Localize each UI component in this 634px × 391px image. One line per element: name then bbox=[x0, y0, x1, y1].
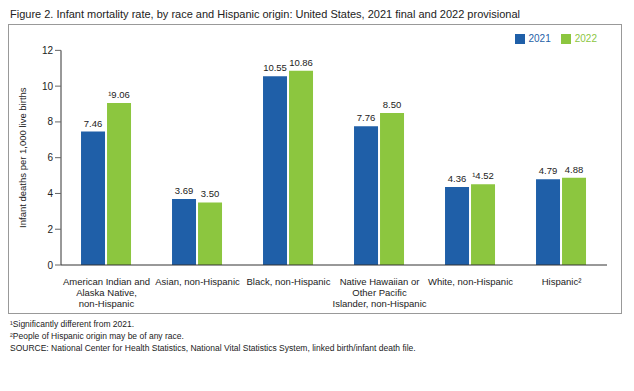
html-text:2022: 2022 bbox=[574, 33, 597, 44]
html-text:²People of Hispanic origin may: ²People of Hispanic origin may be of any… bbox=[10, 331, 184, 341]
html-text:2021: 2021 bbox=[528, 33, 551, 44]
svg-text:6: 6 bbox=[47, 152, 53, 163]
svg-text:American Indian andAlaska Nati: American Indian andAlaska Native,non-His… bbox=[63, 276, 150, 309]
svg-text:4.79: 4.79 bbox=[539, 165, 558, 176]
html-text:¹Significantly different from: ¹Significantly different from 2021. bbox=[10, 319, 135, 329]
svg-text:8.50: 8.50 bbox=[383, 99, 402, 110]
svg-text:10.55: 10.55 bbox=[263, 62, 287, 73]
svg-text:3.50: 3.50 bbox=[201, 188, 220, 199]
svg-text:¹9.06: ¹9.06 bbox=[108, 89, 130, 100]
html-text:SOURCE: National Center for He: SOURCE: National Center for Health Stati… bbox=[10, 343, 416, 353]
svg-text:Hispanic²: Hispanic² bbox=[542, 276, 582, 287]
svg-text:7.76: 7.76 bbox=[357, 112, 376, 123]
svg-text:Native Hawaiian orOther Pacifi: Native Hawaiian orOther PacificIslander,… bbox=[333, 276, 427, 309]
svg-text:Asian, non-Hispanic: Asian, non-Hispanic bbox=[155, 276, 240, 287]
svg-text:12: 12 bbox=[42, 45, 54, 56]
svg-text:10.86: 10.86 bbox=[289, 57, 313, 68]
svg-text:4: 4 bbox=[47, 188, 53, 199]
svg-text:Black, non-Hispanic: Black, non-Hispanic bbox=[247, 276, 331, 287]
svg-text:3.69: 3.69 bbox=[175, 185, 194, 196]
svg-text:4.36: 4.36 bbox=[448, 173, 467, 184]
svg-text:¹4.52: ¹4.52 bbox=[472, 170, 494, 181]
svg-text:0: 0 bbox=[47, 260, 53, 271]
svg-text:2: 2 bbox=[47, 224, 53, 235]
svg-text:Infant deaths per 1,000 live b: Infant deaths per 1,000 live births bbox=[17, 87, 28, 228]
svg-text:4.88: 4.88 bbox=[565, 164, 584, 175]
svg-text:7.46: 7.46 bbox=[84, 118, 103, 129]
svg-text:8: 8 bbox=[47, 116, 53, 127]
svg-text:10: 10 bbox=[42, 81, 54, 92]
html-text:Figure 2. Infant mortality rat: Figure 2. Infant mortality rate, by race… bbox=[10, 8, 520, 20]
svg-text:White, non-Hispanic: White, non-Hispanic bbox=[428, 276, 513, 287]
